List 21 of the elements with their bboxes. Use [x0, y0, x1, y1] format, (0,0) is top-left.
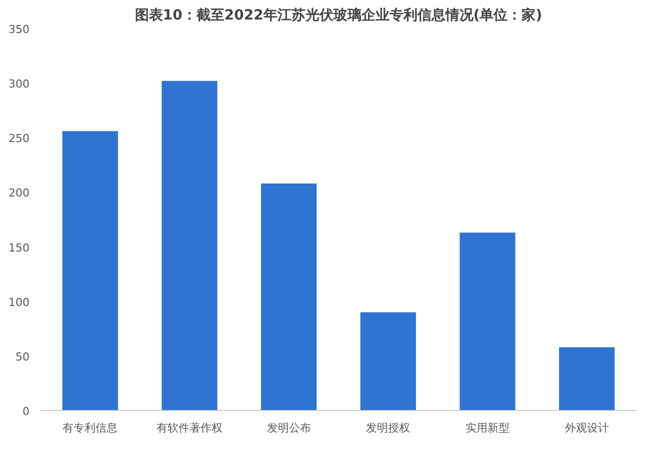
x-tick-label: 实用新型	[466, 422, 510, 434]
y-tick-label: 0	[22, 405, 30, 418]
bar	[360, 312, 416, 410]
y-tick-label: 350	[8, 23, 30, 36]
y-tick-label: 150	[8, 241, 30, 254]
y-tick-label: 300	[8, 78, 30, 91]
bar	[460, 232, 516, 410]
bar	[162, 80, 218, 410]
y-tick-label: 50	[16, 350, 30, 364]
y-tick-label: 100	[8, 296, 30, 309]
x-tick-label: 有软件著作权	[156, 422, 222, 434]
x-tick-label: 发明公布	[266, 422, 311, 434]
x-tick-label: 有专利信息	[62, 422, 118, 434]
bar	[559, 347, 615, 410]
x-tick-label: 发明授权	[366, 422, 410, 434]
chart-title: 图表10：截至2022年江苏光伏玻璃企业专利信息情况(单位：家)	[134, 6, 542, 24]
bar	[261, 183, 317, 410]
y-tick-label: 200	[8, 186, 30, 200]
bar	[62, 131, 118, 410]
x-tick-label: 外观设计	[564, 422, 609, 434]
y-tick-label: 250	[8, 132, 30, 146]
